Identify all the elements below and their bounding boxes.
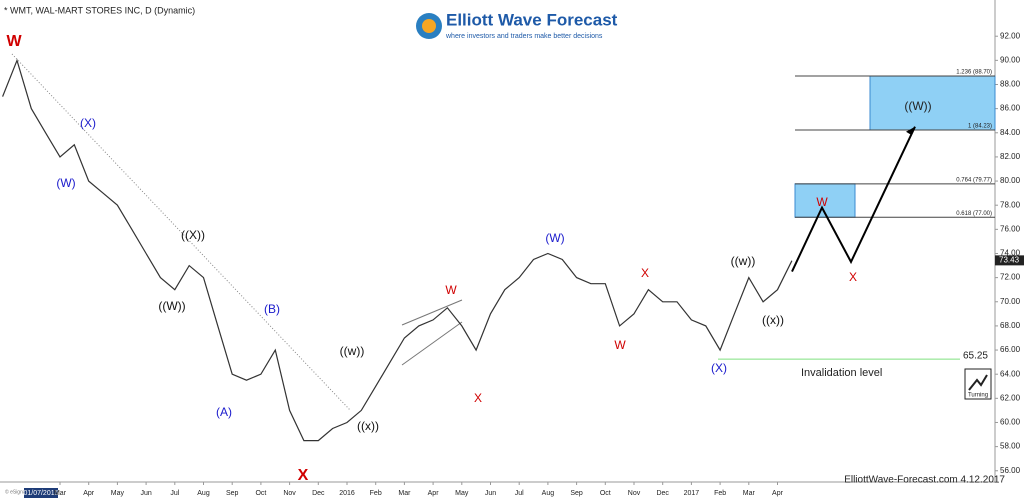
y-tick-label: 58.00 [1000, 442, 1021, 451]
y-tick-label: 60.00 [1000, 418, 1021, 427]
badge-box [964, 368, 992, 400]
x-tick-label: Aug [197, 490, 210, 497]
x-tick-label: Dec [312, 490, 325, 497]
date-box [24, 488, 58, 498]
fib-label: 0.618 (77.00) [956, 211, 992, 217]
wave-label: X [298, 467, 309, 484]
footer: ElliottWave-Forecast.com 4.12.2017 [844, 475, 1005, 486]
wave-label: (B) [264, 302, 280, 316]
y-tick-label: 86.00 [1000, 104, 1021, 113]
wave-label: ((W)) [158, 299, 185, 313]
y-tick-label: 92.00 [1000, 31, 1021, 40]
invalidation-label: 65.25 [963, 351, 988, 362]
projection-path [791, 126, 916, 273]
wave-label: W [445, 283, 457, 297]
fib-label: 1.236 (88.70) [956, 70, 992, 76]
x-tick-label: Mar [54, 490, 67, 497]
x-tick-label: May [111, 490, 125, 497]
y-tick-label: 88.00 [1000, 80, 1021, 89]
wave-label: ((X)) [181, 228, 205, 242]
y-tick-label: 90.00 [1000, 55, 1021, 64]
copyright: © eSignal, 2017 [5, 488, 41, 495]
y-tick-label: 78.00 [1000, 200, 1021, 209]
fib-label: 0.764 (79.77) [956, 177, 992, 183]
wave-label: W [6, 33, 22, 50]
wave-label: (X) [711, 361, 727, 375]
x-tick-label: Nov [628, 490, 641, 497]
y-tick-label: 56.00 [1000, 466, 1021, 475]
wave-label: (A) [216, 405, 232, 419]
fib-label: 1 (84.23) [968, 124, 992, 130]
x-tick-label: Apr [83, 490, 95, 497]
x-tick-label: 2016 [339, 490, 355, 497]
box-label: ((W)) [904, 99, 931, 113]
x-tick-label: Mar [398, 490, 411, 497]
channel-line [401, 321, 463, 366]
y-tick-label: 74.00 [1000, 249, 1021, 258]
x-tick-label: Jul [170, 490, 179, 497]
y-tick-label: 66.00 [1000, 345, 1021, 354]
y-tick-label: 84.00 [1000, 128, 1021, 137]
logo-name: Elliott Wave Forecast [446, 10, 618, 29]
logo-icon [422, 19, 436, 33]
badge-text: Turning [968, 393, 988, 399]
y-tick-label: 62.00 [1000, 393, 1021, 402]
x-tick-label: Feb [370, 490, 382, 497]
x-tick-label: Oct [600, 490, 611, 497]
invalidation-text: Invalidation level [801, 367, 882, 379]
x-tick-label: Jul [515, 490, 524, 497]
y-tick-label: 76.00 [1000, 224, 1021, 233]
x-tick-label: Aug [542, 490, 555, 497]
x-tick-label: Dec [656, 490, 669, 497]
price-tag-label: 73.43 [999, 255, 1020, 264]
wave-label: W [816, 195, 828, 209]
x-tick-label: Sep [570, 490, 583, 497]
wave-label: ((w)) [340, 344, 365, 358]
wave-label: X [474, 391, 482, 405]
badge: Turning [964, 368, 992, 400]
x-tick-label: Apr [428, 490, 440, 497]
x-tick-label: May [455, 490, 469, 497]
wave-label: W [614, 338, 626, 352]
wave-label: X [641, 266, 649, 280]
channel-line [401, 299, 463, 326]
y-tick-label: 68.00 [1000, 321, 1021, 330]
wave-label: X [849, 270, 857, 284]
target-box [869, 75, 996, 131]
trend-line [11, 53, 351, 411]
x-tick-label: Apr [772, 490, 784, 497]
x-tick-label: Sep [226, 490, 239, 497]
logo: Elliott Wave Forecast where investors an… [416, 10, 618, 40]
x-tick-label: Nov [283, 490, 296, 497]
y-tick-label: 64.00 [1000, 369, 1021, 378]
y-tick-label: 72.00 [1000, 273, 1021, 282]
x-tick-label: Oct [255, 490, 266, 497]
wave-label: (X) [80, 116, 96, 130]
wave-label: ((w)) [731, 254, 756, 268]
wave-label: (W) [56, 176, 75, 190]
y-tick-label: 82.00 [1000, 152, 1021, 161]
x-tick-label: Mar [743, 490, 756, 497]
wave-label: (W) [545, 231, 564, 245]
x-tick-label: Feb [714, 490, 726, 497]
price-line [2, 58, 793, 442]
price-tag [995, 255, 1024, 266]
wave-label: ((x)) [357, 419, 379, 433]
wave-label: ((x)) [762, 313, 784, 327]
badge-icon [968, 374, 988, 391]
start-date: 01/07/2015 [23, 490, 58, 497]
x-tick-label: Jun [485, 490, 496, 497]
y-tick-label: 80.00 [1000, 176, 1021, 185]
y-tick-label: 70.00 [1000, 297, 1021, 306]
x-tick-label: Jun [140, 490, 151, 497]
projection-arrow [906, 126, 915, 135]
logo-tagline: where investors and traders make better … [445, 33, 603, 40]
chart-title: * WMT, WAL-MART STORES INC, D (Dynamic) [4, 5, 195, 15]
x-tick-label: 2017 [684, 490, 700, 497]
